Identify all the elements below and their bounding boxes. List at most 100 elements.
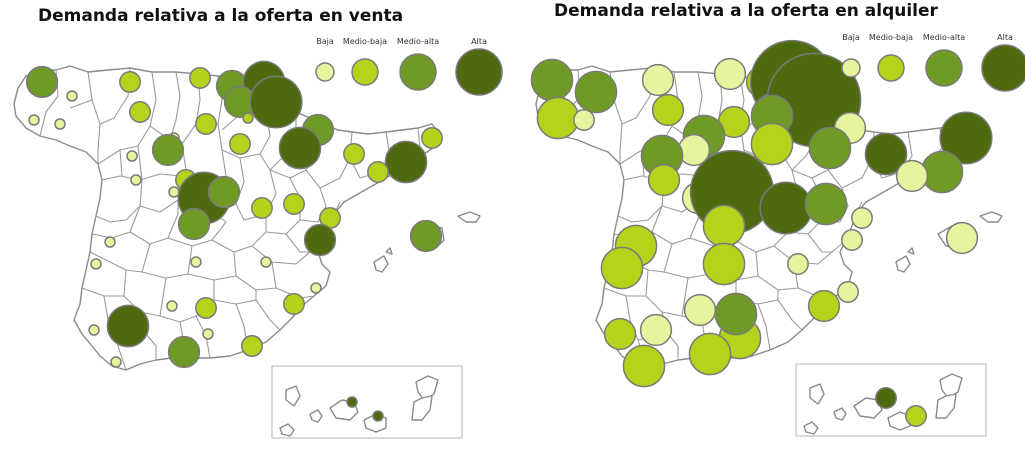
province-bubble	[647, 163, 681, 197]
province-bubble	[168, 186, 180, 198]
map-title: Demanda relativa a la oferta en venta	[38, 6, 404, 26]
island-outline	[373, 255, 389, 273]
province-bubble	[177, 207, 211, 241]
province-bubble	[895, 159, 929, 193]
province-border	[255, 299, 281, 331]
province-bubble	[837, 281, 859, 303]
province-bubble	[421, 127, 443, 149]
legend-swatch	[351, 58, 379, 86]
province-bubble	[119, 71, 141, 93]
province-bubble	[759, 181, 813, 235]
province-bubble	[346, 396, 358, 408]
map-panel-alquiler: Demanda relativa a la oferta en alquiler…	[512, 0, 1025, 457]
canary-island	[285, 385, 301, 407]
legend: Baja Medio-baja Medio-alta Alta	[841, 33, 1025, 92]
canary-island	[309, 409, 323, 423]
province-bubble	[151, 133, 185, 167]
canary-island	[411, 395, 433, 421]
province-bubble	[945, 221, 979, 255]
island-outline	[457, 211, 481, 223]
canary-island	[853, 397, 883, 419]
legend-swatch	[981, 44, 1025, 92]
canary-island	[833, 407, 847, 421]
province-border	[187, 251, 237, 281]
legend-swatch	[877, 54, 905, 82]
province-border	[211, 231, 267, 253]
province-bubble	[622, 344, 666, 388]
province-bubble	[530, 58, 574, 102]
bubbles	[530, 39, 993, 427]
province-border	[95, 145, 143, 223]
province-border	[757, 261, 799, 291]
island-outline	[385, 247, 393, 255]
legend-swatch	[399, 53, 437, 91]
province-border	[235, 261, 277, 291]
province-border	[69, 99, 93, 109]
province-bubble	[241, 335, 263, 357]
province-bubble	[384, 140, 428, 184]
province-border	[97, 71, 157, 165]
canary-inset	[271, 365, 463, 439]
legend: Baja Medio-baja Medio-alta Alta	[315, 37, 503, 96]
province-border	[119, 149, 123, 177]
province-bubble	[202, 328, 214, 340]
province-bubble	[283, 293, 305, 315]
province-border	[733, 231, 789, 253]
province-bubble	[283, 193, 305, 215]
province-border	[807, 233, 832, 253]
province-bubble	[639, 313, 673, 347]
province-bubble	[641, 63, 675, 97]
province-bubble	[702, 204, 746, 248]
province-bubble	[229, 133, 251, 155]
legend-swatch	[315, 62, 335, 82]
province-bubble	[600, 246, 644, 290]
province-bubble	[54, 118, 66, 130]
province-border	[123, 277, 167, 317]
province-bubble	[278, 126, 322, 170]
province-bubble	[787, 253, 809, 275]
province-bubble	[603, 317, 637, 351]
province-border	[213, 290, 257, 305]
canary-island	[279, 423, 295, 437]
legend-label: Baja	[316, 37, 334, 46]
province-bubble	[574, 70, 618, 114]
canary-island	[415, 375, 439, 401]
province-bubble	[807, 289, 841, 323]
province-bubble	[310, 282, 322, 294]
legend-label: Alta	[997, 33, 1013, 42]
province-border	[757, 303, 771, 351]
island-outline	[895, 255, 911, 273]
spain-map: Baja Medio-baja Medio-alta Alta	[13, 37, 503, 439]
canary-island	[887, 411, 911, 431]
canary-island	[803, 421, 819, 435]
province-bubble	[372, 410, 384, 422]
canary-island	[939, 373, 963, 399]
province-border	[81, 269, 127, 297]
province-bubble	[249, 75, 303, 129]
province-border	[773, 239, 847, 265]
province-bubble	[207, 175, 241, 209]
legend-label: Medio-baja	[869, 33, 913, 42]
province-bubble	[688, 332, 732, 376]
province-bubble	[804, 182, 848, 226]
province-bubble	[90, 258, 102, 270]
legend-label: Alta	[471, 37, 487, 46]
province-bubble	[167, 335, 201, 369]
province-bubble	[190, 256, 202, 268]
island-outline	[979, 211, 1003, 223]
province-bubble	[409, 219, 443, 253]
province-bubble	[195, 113, 217, 135]
province-border	[285, 233, 310, 253]
province-bubble	[88, 324, 100, 336]
province-bubble	[573, 109, 595, 131]
province-bubble	[104, 236, 116, 248]
spain-outline	[13, 65, 441, 371]
province-bubble	[195, 297, 217, 319]
province-bubble	[28, 114, 40, 126]
province-border	[217, 111, 271, 159]
legend-label: Baja	[842, 33, 860, 42]
bubbles	[25, 60, 443, 422]
province-bubble	[242, 112, 254, 124]
province-border	[777, 299, 803, 331]
province-bubble	[189, 67, 211, 89]
